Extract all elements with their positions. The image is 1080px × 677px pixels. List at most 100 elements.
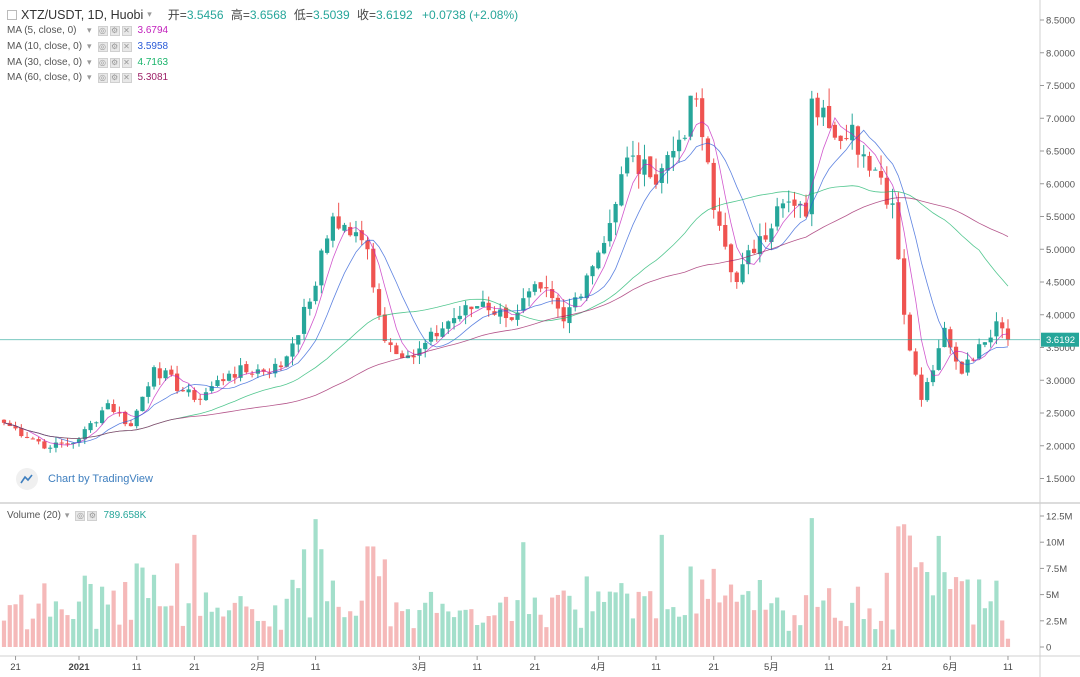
volume-bar <box>411 628 416 647</box>
volume-bar <box>907 535 912 647</box>
price-tick-label: 1.5000 <box>1046 474 1075 485</box>
tradingview-branding[interactable]: Chart by TradingView <box>16 468 153 490</box>
ma-60-legend[interactable]: MA (60, close, 0) ▾ ◎ ⚙ ✕ 5.3081 <box>7 72 168 83</box>
candle-body <box>325 238 330 253</box>
candle-body <box>734 272 739 282</box>
volume-bar <box>451 617 457 647</box>
volume-bar <box>584 576 589 647</box>
visibility-icon[interactable]: ◎ <box>97 57 108 68</box>
candle-body <box>861 154 866 157</box>
ma-10-legend[interactable]: MA (10, close, 0) ▾ ◎ ⚙ ✕ 3.5958 <box>7 41 168 52</box>
ma-60-name: MA (60, close, 0) <box>7 72 83 83</box>
volume-bar <box>71 618 76 647</box>
candle-body <box>832 124 837 138</box>
candle-body <box>146 386 151 397</box>
high-label: 高= <box>230 8 250 22</box>
visibility-icon[interactable]: ◎ <box>75 510 86 521</box>
volume-legend[interactable]: Volume (20) ▾ ◎ ⚙ 789.658K <box>7 510 146 521</box>
symbol-title[interactable]: XTZ/USDT, 1D, Huobi <box>21 7 144 22</box>
visibility-icon[interactable]: ◎ <box>97 72 108 83</box>
volume-bar <box>544 627 549 647</box>
volume-bar <box>215 607 220 647</box>
volume-bar <box>388 626 393 647</box>
volume-bar <box>769 603 774 647</box>
candle-body <box>82 429 87 440</box>
volume-bar <box>198 615 203 647</box>
ma-5-name: MA (5, close, 0) <box>7 25 77 36</box>
settings-icon[interactable]: ⚙ <box>109 72 120 83</box>
volume-bar <box>296 588 301 647</box>
volume-bar <box>175 563 180 647</box>
candle-body <box>348 226 353 236</box>
candle-body <box>907 314 912 351</box>
collapse-icon[interactable] <box>7 9 17 20</box>
candle-body <box>850 124 855 141</box>
price-tick-label: 8.0000 <box>1046 48 1075 59</box>
chevron-down-icon[interactable]: ▾ <box>87 25 92 35</box>
volume-bar <box>965 579 970 647</box>
candle-body <box>855 126 861 155</box>
candle-body <box>475 306 480 309</box>
candle-body <box>209 386 214 391</box>
chevron-down-icon[interactable]: ▾ <box>87 72 92 82</box>
candle-body <box>24 436 30 438</box>
candle-body <box>411 355 416 358</box>
candle-body <box>423 342 428 350</box>
volume-bar <box>498 602 503 647</box>
close-icon[interactable]: ✕ <box>121 41 132 52</box>
volume-bar <box>648 591 653 647</box>
volume-bar <box>400 611 405 647</box>
candle-body <box>151 367 157 387</box>
candle-body <box>959 361 964 374</box>
candle-body <box>936 348 941 370</box>
chevron-down-icon[interactable]: ▾ <box>147 9 152 19</box>
ma-5-value: 3.6794 <box>137 25 169 36</box>
candle-body <box>792 199 797 206</box>
settings-icon[interactable]: ⚙ <box>109 25 120 36</box>
candle-body <box>353 232 359 237</box>
close-icon[interactable]: ✕ <box>121 72 132 83</box>
volume-bar <box>457 610 462 647</box>
settings-icon[interactable]: ⚙ <box>109 41 120 52</box>
volume-bar <box>492 615 497 647</box>
close-icon[interactable]: ✕ <box>121 25 132 36</box>
time-tick-label: 21 <box>189 662 200 673</box>
volume-bar <box>705 598 711 647</box>
settings-icon[interactable]: ⚙ <box>109 57 120 68</box>
candle-body <box>803 202 809 217</box>
candle-body <box>232 374 237 378</box>
volume-bar <box>919 562 924 647</box>
volume-bar <box>423 602 428 647</box>
volume-bar <box>711 568 716 647</box>
volume-bar <box>526 614 532 647</box>
settings-icon[interactable]: ⚙ <box>87 510 98 521</box>
volume-bar <box>653 618 659 647</box>
volume-bar <box>30 618 35 647</box>
volume-bar <box>325 601 330 647</box>
visibility-icon[interactable]: ◎ <box>97 25 108 36</box>
candle-body <box>532 284 537 292</box>
volume-bar <box>780 610 786 647</box>
candle-body <box>682 137 687 139</box>
candle-body <box>965 359 970 373</box>
chevron-down-icon[interactable]: ▾ <box>87 41 92 51</box>
candle-body <box>590 266 595 277</box>
volume-bar <box>861 619 866 647</box>
volume-bar <box>613 592 618 647</box>
volume-bar <box>13 604 18 647</box>
volume-tick-label: 12.5M <box>1046 512 1072 523</box>
candle-body <box>619 174 624 206</box>
volume-name: Volume (20) <box>7 510 61 521</box>
chevron-down-icon[interactable]: ▾ <box>64 510 70 520</box>
time-tick-label: 11 <box>311 662 321 673</box>
ma-30-legend[interactable]: MA (30, close, 0) ▾ ◎ ⚙ ✕ 4.7163 <box>7 57 168 68</box>
time-tick-label: 11 <box>651 662 661 673</box>
ma-5-legend[interactable]: MA (5, close, 0) ▾ ◎ ⚙ ✕ 3.6794 <box>7 25 168 36</box>
visibility-icon[interactable]: ◎ <box>97 41 108 52</box>
volume-bar <box>94 628 99 647</box>
volume-bar <box>1 620 7 647</box>
chevron-down-icon[interactable]: ▾ <box>87 57 92 67</box>
candle-body <box>596 252 601 269</box>
close-icon[interactable]: ✕ <box>121 57 132 68</box>
